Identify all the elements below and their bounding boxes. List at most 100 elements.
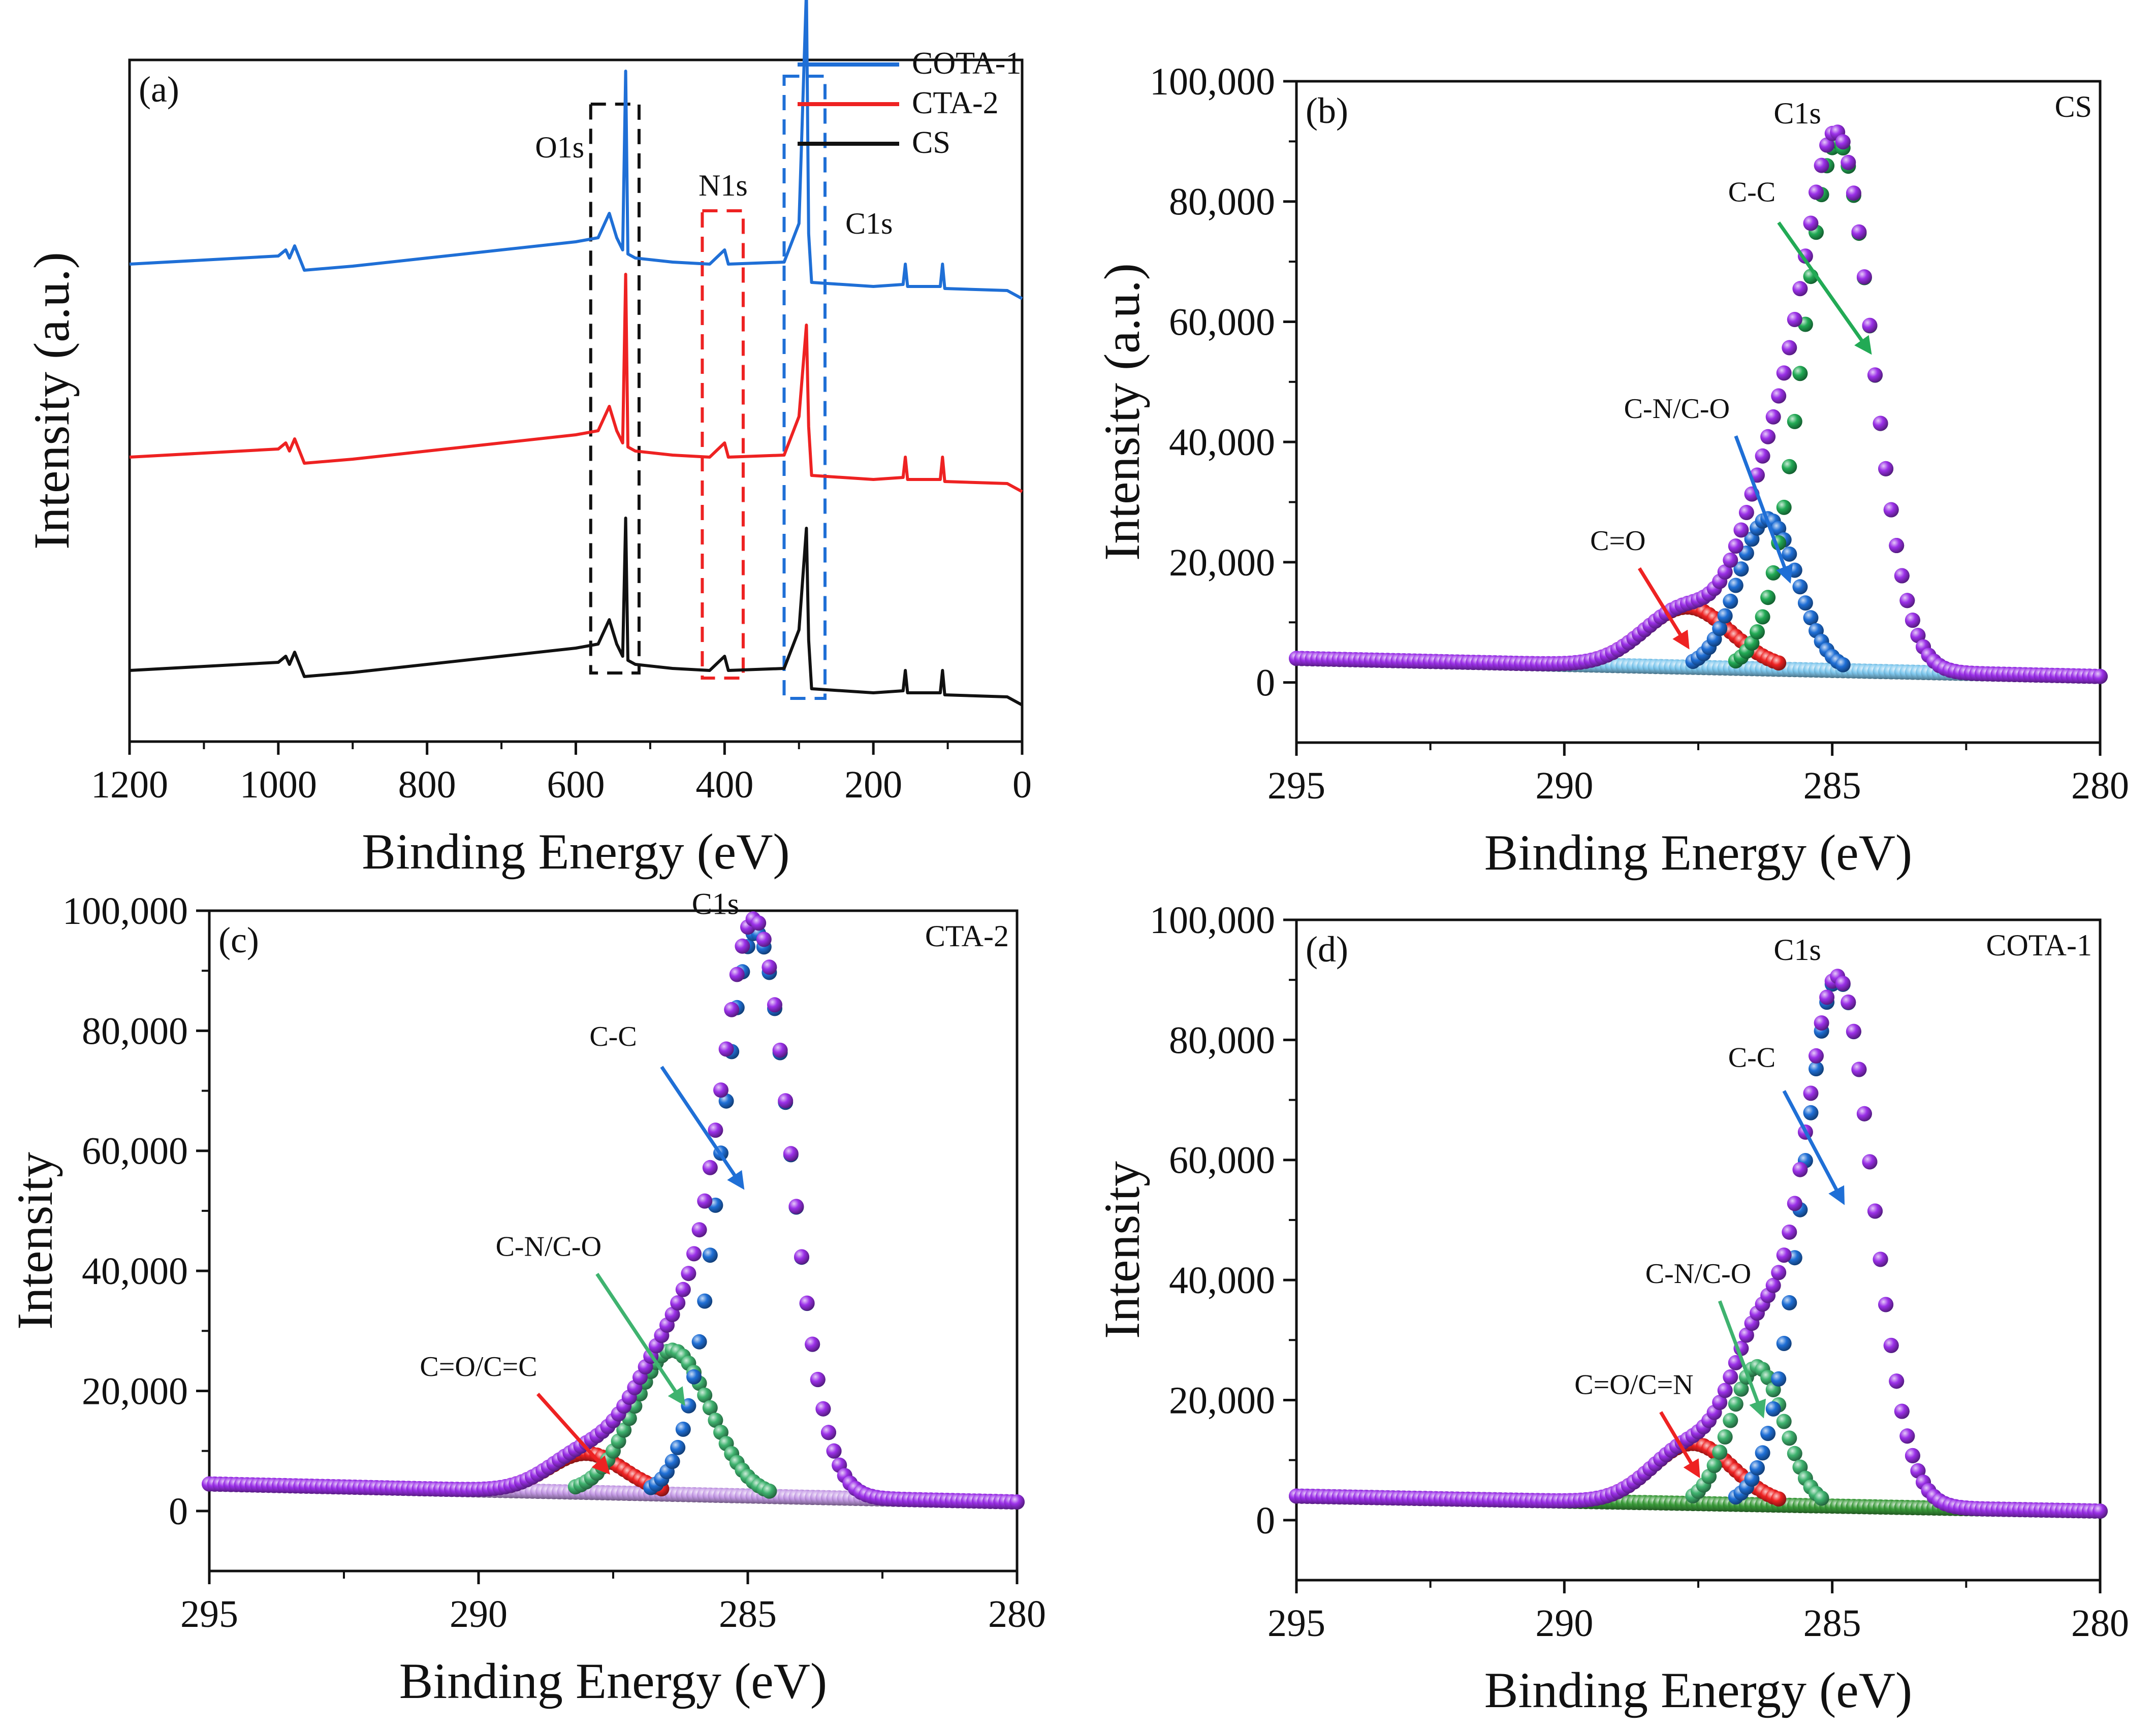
x-tick-label: 400 [695,763,753,806]
y-tick-label: 20,000 [82,1370,188,1413]
y-tick-label: 80,000 [1169,1019,1275,1062]
envelope-point [826,1443,842,1459]
envelope-point [1835,134,1851,150]
component-label: C-C [589,1021,637,1052]
envelope-point [1846,185,1861,201]
y-tick-label: 60,000 [82,1130,188,1173]
peak-c-c-point [1765,1401,1781,1417]
x-tick-label: 280 [2071,764,2129,807]
peak-c-c-point [1760,1426,1776,1441]
component-label: C=O/C=C [420,1351,537,1383]
envelope-point [1765,409,1781,425]
x-axis-label: Binding Energy (eV) [362,823,789,880]
peak-c-n-c-o-points [1685,1359,1829,1506]
peak-c-n-c-o-point [1797,595,1813,611]
component-arrow [1782,1090,1845,1205]
peak-c-n-c-o-point [616,1422,632,1438]
component-arrow [1734,435,1793,584]
peak-c-c-point [1782,459,1797,474]
peak-c-c-point [1776,1336,1792,1351]
peak-c-n-c-o-point [697,1387,713,1403]
sample-label: CTA-2 [925,919,1009,953]
envelope-point [1851,1062,1867,1077]
peak-c-n-c-o-point [1733,1381,1749,1397]
component-label: C-C [1728,177,1775,208]
envelope-point [1760,429,1776,444]
envelope-point [1910,1463,1926,1479]
envelope-point [1782,1224,1797,1240]
y-axis-label: Intensity [1094,1161,1150,1339]
envelope-point [1883,502,1899,518]
peak-c-c-point [675,1421,691,1437]
envelope-point [1910,628,1926,644]
panel-c-cta2-c1s-chart: (c) 295 290 285 280 Binding Energy (eV) 0 20,00… [7,887,1046,1709]
envelope-point [1733,522,1749,538]
envelope-point [1814,1015,1829,1031]
peak-c-c-point [1750,1460,1765,1476]
envelope-point [799,1295,815,1311]
envelope-point [708,1123,723,1138]
peak-c-n-c-o-point [702,1400,718,1416]
x-tick-label: 800 [398,763,456,806]
x-tick-label: 290 [450,1593,508,1636]
envelope-point [772,1042,788,1058]
y-tick-label: 0 [1256,1499,1275,1542]
peak-c-c-point [1792,366,1808,381]
legend-label: CTA-2 [912,86,999,120]
component-label: C=O [1590,525,1645,557]
envelope-point [1723,1369,1738,1385]
envelope-point [697,1193,713,1209]
envelope-point [1755,448,1770,464]
envelope-point [1787,312,1802,327]
envelope-point [1883,1337,1899,1353]
y-axis-label: Intensity (a.u.) [23,252,80,550]
sample-label: COTA-1 [1986,928,2092,962]
peak-c-c-point [1755,1445,1770,1461]
envelope-point [1738,1327,1754,1343]
component-label: C-N/C-O [496,1231,601,1263]
peak-c-n-c-o-point [1723,1413,1738,1428]
peak-c-o-c-n-point [1771,1491,1787,1507]
peak-c-n-c-o-point [1717,608,1733,624]
series-line-cota-1 [129,0,1023,300]
peak-c-c-point [1765,565,1781,581]
peak-c-n-c-o-point [1723,593,1738,609]
envelope-point [670,1295,686,1311]
y-tick-label: 0 [169,1490,188,1533]
envelope-point [1878,1297,1894,1312]
envelope-point [2092,668,2108,684]
peak-c-c-point [1771,1371,1787,1387]
legend-label: CS [912,125,950,160]
envelope-point [756,932,772,947]
peak-c-n-c-o-point [1706,1458,1722,1473]
envelope-point [1723,552,1738,568]
legend-label: COTA-1 [912,46,1021,81]
envelope-point [1792,281,1808,297]
envelope-point [724,1002,740,1017]
component-label: C-N/C-O [1645,1258,1751,1290]
envelope-point [1787,1196,1802,1211]
y-tick-label: 0 [1256,662,1275,704]
envelope-point [691,1222,707,1238]
peak-c-c-point [1787,413,1802,429]
envelope-point [778,1093,794,1109]
c1s-peak-label: C1s [1773,933,1821,967]
x-tick-label: 600 [547,763,605,806]
envelope-point [767,997,782,1013]
envelope-points [1289,969,2108,1519]
component-arrow [1777,221,1872,355]
envelope-point [1712,1395,1728,1411]
c1s-peak-label: C1s [1773,97,1821,130]
peak-c-c-point [1809,1061,1824,1077]
x-tick-label: 1000 [240,763,317,806]
component-arrow [660,1066,745,1190]
component-arrow [595,1273,685,1406]
envelope-point [1862,1154,1878,1170]
y-tick-label: 80,000 [1169,181,1275,223]
envelope-point [1771,1265,1787,1280]
envelope-point [1867,1203,1883,1219]
peak-c-n-c-o-point [1712,621,1728,636]
y-tick-label: 80,000 [82,1010,188,1052]
peak-c-c-point [664,1454,680,1469]
panel-label: (c) [218,920,259,960]
